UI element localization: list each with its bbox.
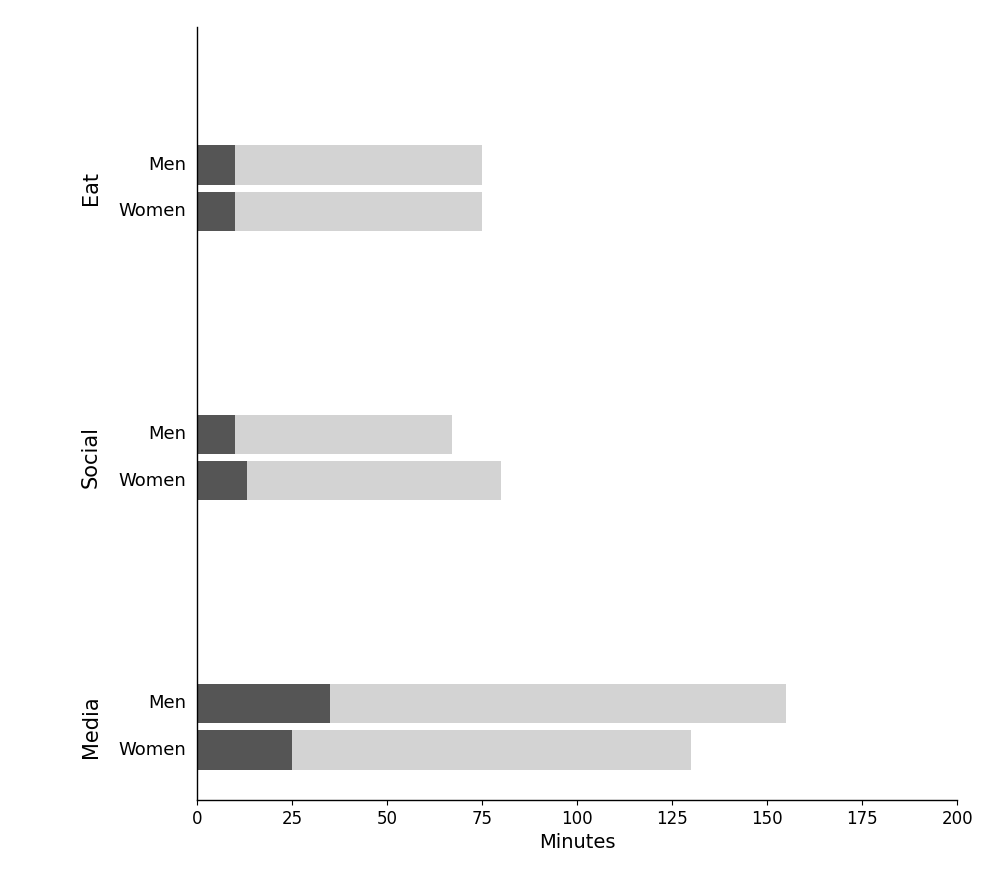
- Bar: [197, 461, 246, 501]
- Text: Men: Men: [148, 156, 185, 174]
- Text: Women: Women: [118, 741, 185, 759]
- Bar: [236, 192, 482, 231]
- Bar: [197, 684, 330, 723]
- Bar: [197, 192, 236, 231]
- Bar: [197, 146, 236, 185]
- Text: Media: Media: [81, 695, 101, 758]
- Text: Women: Women: [118, 203, 185, 220]
- Text: Social: Social: [81, 427, 101, 488]
- Bar: [236, 414, 452, 453]
- Bar: [330, 684, 786, 723]
- Text: Men: Men: [148, 425, 185, 444]
- Bar: [292, 731, 690, 770]
- Bar: [246, 461, 501, 501]
- X-axis label: Minutes: Minutes: [538, 833, 615, 853]
- Text: Women: Women: [118, 472, 185, 490]
- Text: Eat: Eat: [81, 172, 101, 205]
- Bar: [197, 731, 292, 770]
- Text: Men: Men: [148, 694, 185, 712]
- Bar: [197, 414, 236, 453]
- Bar: [236, 146, 482, 185]
